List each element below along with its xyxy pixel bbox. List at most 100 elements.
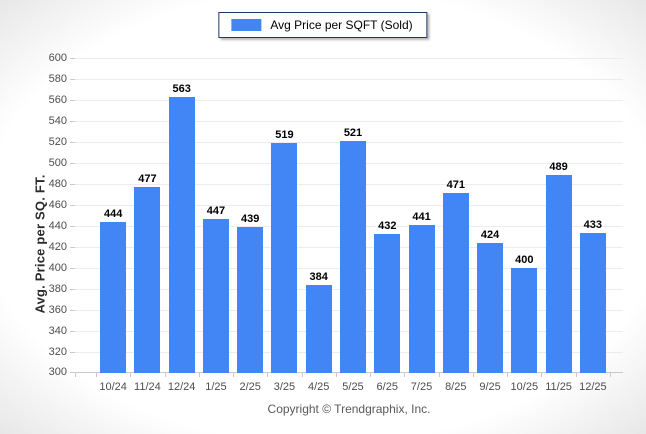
x-axis-tick	[404, 373, 406, 377]
bar-value-label: 444	[103, 207, 123, 220]
y-axis-tick	[70, 79, 75, 80]
x-axis-tick	[233, 373, 235, 377]
bar[interactable]	[579, 233, 606, 373]
bar-column: 433 12/25	[576, 58, 610, 393]
x-axis-label: 6/25	[376, 381, 398, 393]
bar-column: 477 11/24	[130, 58, 164, 393]
bar-column: 471 8/25	[439, 58, 473, 393]
bar-column: 444 10/24	[96, 58, 130, 393]
bar-column: 432 6/25	[370, 58, 404, 393]
bar[interactable]	[511, 268, 538, 373]
gridline	[75, 79, 623, 80]
y-axis-tick-label: 460	[48, 199, 67, 211]
bar-value-label: 471	[446, 179, 465, 192]
x-axis-label: 8/25	[445, 381, 467, 393]
y-axis-tick	[70, 205, 75, 206]
y-axis-tick	[70, 121, 75, 122]
y-axis-tick	[70, 352, 75, 353]
bar-column: 424 9/25	[473, 58, 507, 393]
copyright: Copyright © Trendgraphix, Inc.	[267, 402, 431, 416]
y-axis-tick	[70, 163, 75, 164]
bar[interactable]	[237, 227, 264, 373]
bar-value-label: 521	[343, 126, 363, 139]
bar-value-label: 477	[138, 173, 157, 186]
legend-swatch-icon	[231, 19, 262, 31]
x-axis-label: 10/25	[510, 381, 539, 393]
x-axis-tick	[472, 373, 474, 377]
y-axis-tick	[70, 226, 75, 227]
bar[interactable]	[271, 143, 298, 373]
bar[interactable]	[408, 224, 435, 373]
x-axis-label: 9/25	[479, 381, 501, 393]
y-axis-tick	[70, 100, 75, 101]
y-axis-tick-label: 300	[48, 366, 67, 378]
bar-value-label: 441	[412, 210, 431, 223]
y-axis-tick-label: 420	[48, 241, 67, 253]
x-axis-tick	[610, 373, 611, 377]
y-axis-tick	[70, 58, 75, 59]
y-axis-tick	[70, 331, 75, 332]
bar[interactable]	[374, 234, 401, 373]
y-axis-tick-label: 440	[48, 220, 67, 232]
bar-value-label: 563	[172, 82, 191, 95]
bar[interactable]	[339, 140, 366, 373]
y-axis-tick-label: 400	[48, 262, 67, 274]
x-axis-tick	[301, 373, 303, 377]
bar[interactable]	[545, 174, 572, 373]
y-axis-tick-label: 580	[48, 73, 67, 85]
x-axis-tick	[507, 373, 509, 377]
x-axis-tick	[541, 373, 543, 377]
bar[interactable]	[100, 221, 127, 373]
bar-column: 439 2/25	[233, 58, 267, 393]
y-axis-tick-label: 500	[48, 157, 67, 169]
bar-column: 384 4/25	[302, 58, 336, 393]
y-axis-tick-label: 540	[48, 115, 67, 127]
bar-value-label: 384	[309, 270, 328, 283]
bar-column: 521 5/25	[336, 58, 370, 393]
bar-column: 400 10/25	[507, 58, 541, 393]
y-axis-tick	[70, 289, 75, 290]
y-axis-tick	[70, 142, 75, 143]
x-axis-label: 12/25	[579, 381, 607, 393]
bar-value-label: 519	[275, 129, 294, 142]
x-axis-label: 11/25	[545, 381, 572, 393]
bar[interactable]	[477, 242, 504, 373]
bar-column: 563 12/24	[165, 58, 199, 393]
bar[interactable]	[305, 284, 332, 373]
y-axis-tick	[70, 268, 75, 269]
y-axis-tick-label: 360	[48, 304, 67, 316]
x-axis-tick	[96, 373, 97, 377]
x-axis-tick	[335, 373, 337, 377]
bar-value-label: 432	[378, 220, 397, 233]
bar-value-label: 424	[480, 228, 500, 241]
x-axis-label: 12/24	[167, 381, 196, 393]
y-axis-tick-label: 560	[48, 94, 67, 106]
y-axis-tick-label: 520	[48, 136, 67, 148]
y-axis-tick	[70, 247, 75, 248]
x-axis-tick	[164, 373, 166, 377]
y-axis-tick-label: 340	[48, 325, 67, 337]
bar[interactable]	[202, 218, 229, 373]
bar[interactable]	[442, 193, 469, 373]
x-axis-tick	[75, 373, 76, 377]
bar[interactable]	[168, 96, 195, 373]
y-axis-tick	[70, 184, 75, 185]
x-axis-tick	[267, 373, 269, 377]
bar-column: 489 11/25	[541, 58, 575, 393]
x-axis-label: 2/25	[239, 381, 261, 393]
legend-label: Avg Price per SQFT (Sold)	[270, 18, 413, 32]
x-axis-tick	[198, 373, 200, 377]
x-axis-label: 7/25	[410, 381, 433, 393]
y-axis-tick-label: 320	[48, 346, 67, 358]
y-axis-tick-label: 480	[48, 178, 67, 190]
x-axis-label: 4/25	[308, 381, 330, 393]
bar-column: 441 7/25	[404, 58, 438, 393]
y-axis-tick-label: 380	[48, 283, 67, 295]
legend[interactable]: Avg Price per SQFT (Sold)	[218, 12, 428, 38]
bar[interactable]	[134, 187, 161, 373]
bar-value-label: 433	[583, 219, 603, 232]
y-axis-tick	[70, 310, 75, 311]
x-axis-label: 1/25	[205, 381, 227, 393]
x-axis-label: 3/25	[273, 381, 296, 393]
